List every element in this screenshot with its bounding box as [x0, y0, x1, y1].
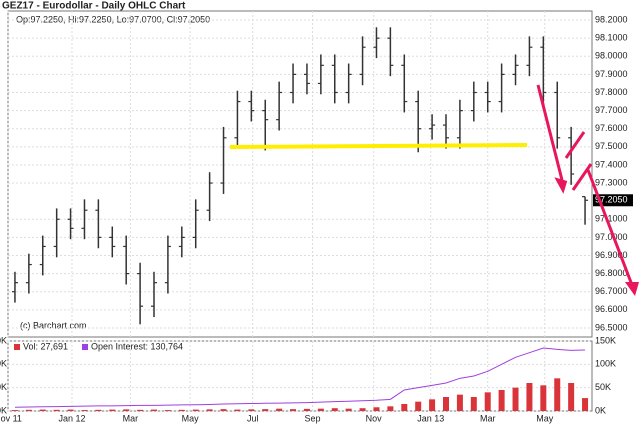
volume-bar	[582, 398, 589, 411]
last-price-label: 97.2050	[595, 195, 628, 205]
volume-bar	[276, 408, 283, 411]
x-tick-label: Mar	[123, 413, 139, 423]
y-tick-label: 97.9000	[595, 69, 628, 79]
volume-bar	[401, 404, 408, 411]
y-tick-label: 96.7000	[595, 286, 628, 296]
volume-bar	[95, 409, 102, 411]
volume-bar	[540, 385, 547, 411]
volume-bar	[123, 409, 130, 411]
volume-bar	[568, 383, 575, 411]
y-tick-label: 98.1000	[595, 33, 628, 43]
arrow	[536, 84, 564, 181]
legend-swatch	[82, 344, 88, 350]
volume-bar	[303, 408, 310, 411]
volume-bar	[373, 407, 380, 411]
y-tick-label: 97.5000	[595, 141, 628, 151]
channel-line	[564, 131, 586, 159]
y-tick-label: 97.8000	[595, 87, 628, 97]
volume-bar	[11, 410, 18, 411]
source: (c) Barchart.com	[20, 320, 87, 330]
volume-bar	[206, 409, 213, 411]
legend-label: Open Interest: 130,764	[91, 341, 183, 351]
y-tick-label: 150K	[595, 335, 616, 345]
y-tick-label: 97.4000	[595, 159, 628, 169]
legend-swatch	[14, 344, 20, 350]
volume-bar	[178, 409, 185, 411]
channel-line	[571, 163, 593, 191]
y-tick-label: 100K	[595, 359, 616, 369]
volume-bar	[359, 408, 366, 411]
volume-bar	[164, 410, 171, 411]
y-tick-label: 50K	[595, 382, 611, 392]
last-price-box	[593, 194, 633, 207]
volume-bar	[526, 383, 533, 411]
x-tick-label: Nov 11	[0, 413, 22, 423]
volume-bar	[39, 409, 46, 411]
volume-bar	[498, 390, 505, 411]
volume-bar	[151, 409, 157, 411]
y-tick-label: 50K	[0, 382, 7, 392]
volume-bar	[53, 409, 60, 411]
volume-bar	[81, 410, 88, 411]
x-tick-label: May	[536, 413, 554, 423]
y-tick-label: 97.6000	[595, 123, 628, 133]
marks: 96.5000 96.6000 96.7000 96.8000 96.9000 97.00…	[0, 11, 633, 423]
volume-bar	[387, 406, 394, 411]
volume-bar	[456, 394, 463, 411]
y-tick-label: 96.6000	[595, 304, 628, 314]
volume-bar	[317, 408, 324, 411]
volume-bar	[109, 409, 116, 411]
volume-bar	[470, 397, 477, 411]
price-frame	[7, 10, 593, 338]
y-tick-label: 100K	[0, 359, 7, 369]
y-tick-label: 96.5000	[595, 322, 628, 332]
x-tick-label: Mar	[480, 413, 496, 423]
y-tick-label: 97.0000	[595, 232, 628, 242]
volume-bar	[25, 409, 32, 411]
y-tick-label: 0K	[595, 405, 606, 415]
y-tick-label: 0K	[0, 405, 7, 415]
ohlc-info: Op:97.2250, Hi:97.2250, Lo:97.0700, Cl:9…	[16, 14, 210, 24]
volume-bar	[554, 378, 561, 411]
arrow-head	[625, 282, 639, 296]
volume-bar	[234, 409, 241, 411]
arrow	[586, 169, 634, 286]
y-tick-label: 97.1000	[595, 214, 628, 224]
x-tick-label: Nov	[366, 413, 383, 423]
open-interest-line	[14, 347, 586, 408]
y-tick-label: 97.7000	[595, 105, 628, 115]
y-tick-label: 150K	[0, 335, 7, 345]
x-tick-label: Jan 12	[58, 413, 85, 423]
volume-bar	[262, 409, 269, 411]
volume-bar	[484, 392, 491, 411]
x-tick-label: Sep	[305, 413, 321, 423]
y-tick-label: 98.2000	[595, 14, 628, 24]
volume-bar	[345, 408, 352, 411]
volume-bar	[429, 399, 436, 411]
y-tick-label: 98.0000	[595, 51, 628, 61]
volume-bar	[415, 401, 422, 411]
volume-bar	[443, 397, 449, 411]
volume-bar	[248, 409, 255, 411]
volume-bar	[192, 409, 199, 411]
support-line	[229, 143, 528, 149]
y-tick-label: 96.9000	[595, 250, 628, 260]
legend-label: Vol: 27,691	[23, 341, 68, 351]
chart-title: GEZ17 - Eurodollar - Daily OHLC Chart	[2, 1, 186, 12]
x-tick-label: Jul	[247, 413, 259, 423]
arrow-head	[554, 177, 568, 194]
volume-bar	[67, 409, 74, 411]
volume-bar	[512, 387, 519, 411]
annotations	[229, 84, 639, 296]
volume-bar	[137, 409, 144, 411]
volume-bar	[290, 409, 297, 411]
y-tick-label: 96.8000	[595, 268, 628, 278]
volume-bar	[331, 408, 338, 411]
y-tick-label: 97.3000	[595, 177, 628, 187]
x-tick-label: Jan 13	[417, 413, 444, 423]
x-tick-label: May	[182, 413, 200, 423]
volume-bar	[220, 409, 227, 411]
